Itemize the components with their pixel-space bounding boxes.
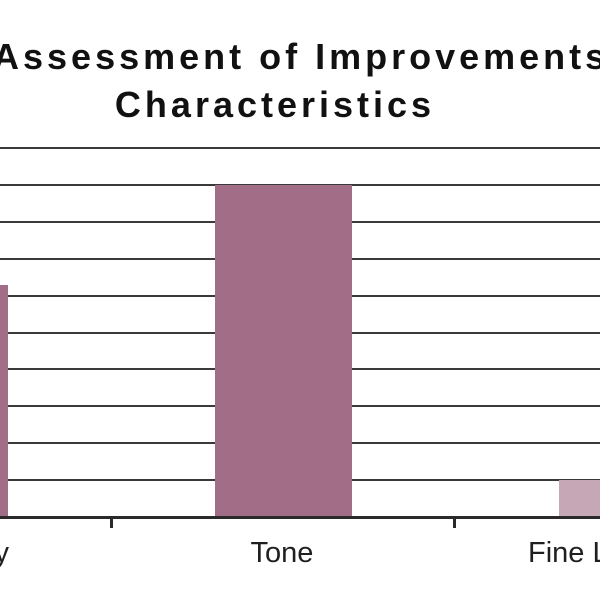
chart-title-line-1: Assessment of Improvements (0, 36, 600, 77)
chart-title-line-2: Characteristics (114, 84, 436, 125)
x-axis-tick (453, 517, 456, 528)
bar-clarity (0, 284, 8, 517)
x-axis-label-clarity: Clarity (0, 537, 9, 569)
x-axis-line (0, 516, 600, 519)
gridline (0, 147, 600, 149)
x-axis-tick (110, 517, 113, 528)
bar-tone (215, 184, 352, 517)
x-axis-label-tone: Tone (250, 537, 314, 569)
x-axis-label-fine-lines: Fine Lines (528, 537, 600, 569)
bar-fine-lines (559, 480, 600, 517)
